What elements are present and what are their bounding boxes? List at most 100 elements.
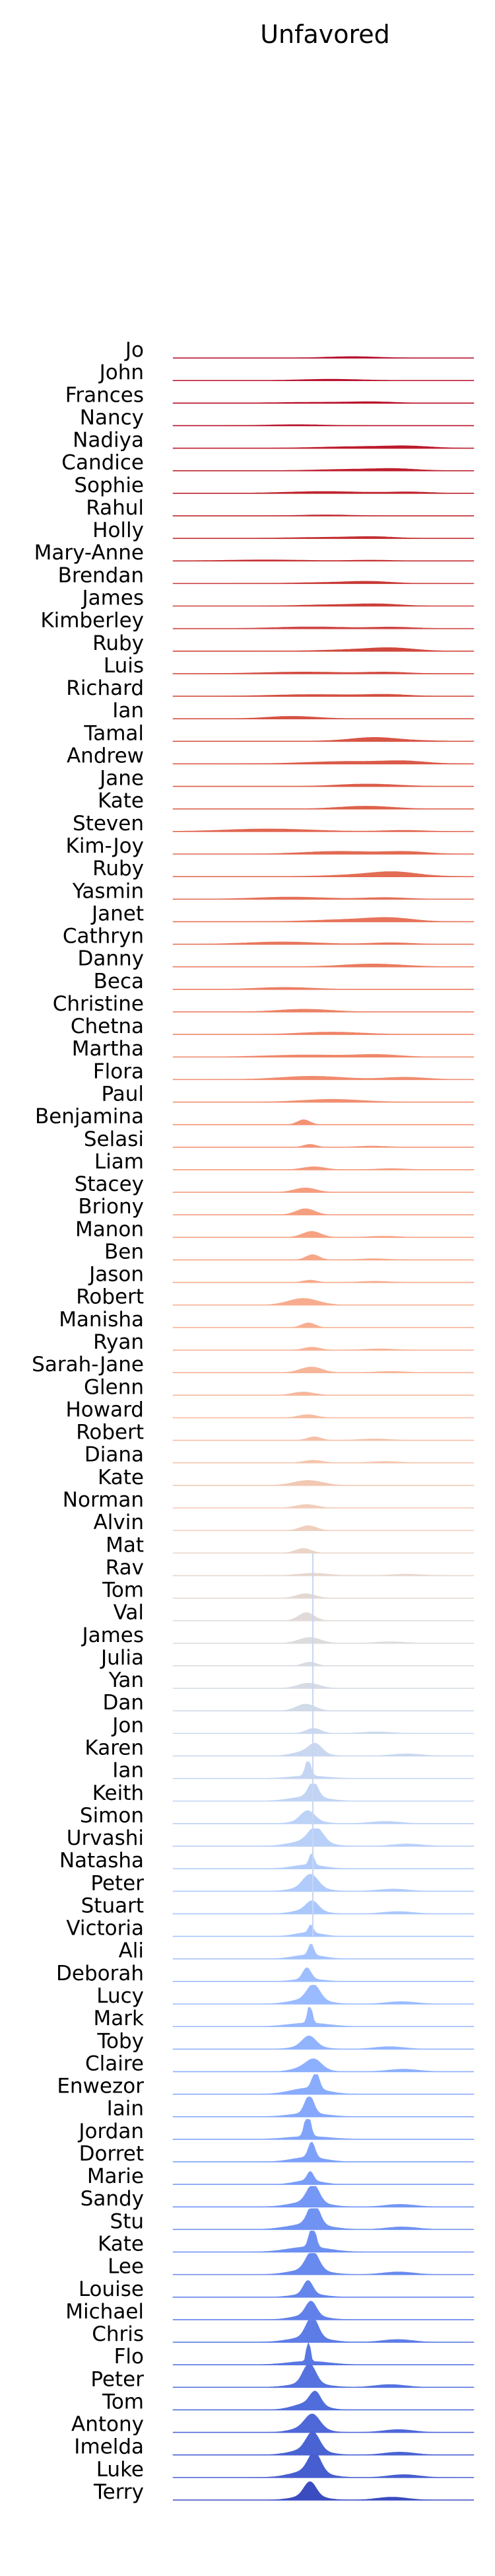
row-label: Andrew xyxy=(67,744,144,768)
ridge-area xyxy=(172,445,475,448)
row-label: Manisha xyxy=(59,1308,144,1332)
row-label: Val xyxy=(114,1601,144,1625)
ridge-row: Enwezor xyxy=(57,2074,475,2098)
ridge-row: Iain xyxy=(107,2096,475,2121)
ridge-area xyxy=(172,2253,475,2275)
ridge-area xyxy=(172,626,475,629)
ridge-row: Martha xyxy=(72,1037,475,1061)
row-label: Mary-Anne xyxy=(34,541,144,565)
row-label: Sarah-Jane xyxy=(32,1353,144,1377)
ridge-area xyxy=(172,1347,475,1351)
row-label: Yasmin xyxy=(72,879,144,903)
ridge-area xyxy=(173,2058,474,2072)
ridge-area xyxy=(172,1783,475,1802)
ridge-area xyxy=(172,1682,475,1689)
row-label: Karen xyxy=(84,1736,144,1760)
ridge-row: Antony xyxy=(71,2413,475,2437)
ridge-area xyxy=(172,1853,475,1869)
ridge-area xyxy=(173,1208,474,1215)
ridge-row: Deborah xyxy=(56,1962,475,1986)
ridge-row: Stacey xyxy=(75,1172,475,1196)
ridge-row: Val xyxy=(114,1601,475,1625)
ridge-row: Kate xyxy=(98,2231,475,2256)
ridge-row: Sandy xyxy=(81,2186,475,2211)
ridge-area xyxy=(173,2481,474,2501)
row-label: Tom xyxy=(102,2390,144,2414)
ridge-row: Karen xyxy=(84,1736,475,1760)
chart-title: Unfavored xyxy=(260,20,390,49)
ridge-row: Liam xyxy=(94,1150,475,1174)
ridge-area xyxy=(172,1480,475,1486)
ridge-row: Peter xyxy=(90,1871,475,1895)
row-label: Simon xyxy=(80,1804,144,1828)
row-label: Kimberley xyxy=(40,609,144,633)
row-label: Kim-Joy xyxy=(65,834,144,858)
row-label: Rav xyxy=(106,1556,144,1579)
row-label: Benjamina xyxy=(35,1105,144,1129)
row-label: Holly xyxy=(92,519,144,542)
ridge-area xyxy=(172,2414,475,2433)
ridge-row: Beca xyxy=(94,970,475,993)
row-label: Norman xyxy=(63,1488,144,1512)
row-label: Rahul xyxy=(86,496,144,520)
row-label: Howard xyxy=(65,1398,144,1421)
ridge-row: Marie xyxy=(87,2165,475,2188)
ridge-row: Glenn xyxy=(84,1375,475,1399)
ridge-area xyxy=(172,1967,475,1982)
ridge-row: Diana xyxy=(84,1443,475,1467)
ridge-area xyxy=(172,1810,475,1824)
row-label: Ruby xyxy=(92,857,144,880)
ridge-area xyxy=(172,1761,475,1779)
row-label: Alvin xyxy=(94,1511,144,1534)
row-label: Ian xyxy=(112,699,144,723)
row-label: Briony xyxy=(78,1195,144,1219)
ridge-row: Mary-Anne xyxy=(34,541,475,565)
ridge-area xyxy=(172,401,475,404)
ridge-area xyxy=(172,1322,475,1328)
row-label: Yan xyxy=(108,1668,144,1692)
ridge-area xyxy=(172,559,475,561)
ridge-area xyxy=(172,2342,475,2365)
ridge-row: Michael xyxy=(65,2300,475,2324)
row-label: Deborah xyxy=(56,1962,144,1986)
ridge-row: Dan xyxy=(102,1691,475,1715)
ridge-area xyxy=(172,2141,475,2163)
ridge-area xyxy=(172,378,475,381)
row-label: Chetna xyxy=(71,1015,144,1038)
row-label: Christine xyxy=(53,992,144,1016)
ridge-row: Julia xyxy=(100,1646,475,1670)
row-label: Ruby xyxy=(92,631,144,655)
ridge-row: Yan xyxy=(108,1668,475,1692)
ridge-row: Luke xyxy=(96,2454,475,2482)
ridge-row: Kate xyxy=(98,1466,475,1489)
ridge-row: Toby xyxy=(96,2029,475,2053)
ridge-row: Victoria xyxy=(66,1917,475,1941)
ridge-row: Manon xyxy=(75,1217,475,1241)
ridge-area xyxy=(172,1414,475,1418)
row-label: Claire xyxy=(85,2052,144,2075)
ridge-row: Ruby xyxy=(92,857,475,880)
row-label: Peter xyxy=(90,1871,144,1895)
ridge-area xyxy=(172,851,475,855)
ridge-area xyxy=(172,1924,475,1937)
row-label: Sophie xyxy=(74,474,144,497)
row-label: Kate xyxy=(98,2232,144,2256)
row-label: Brendan xyxy=(58,563,144,587)
row-label: Tom xyxy=(102,1579,144,1602)
ridge-row: Manisha xyxy=(59,1308,475,1332)
row-label: Luis xyxy=(104,654,144,678)
ridge-area xyxy=(172,2208,475,2230)
row-label: Louise xyxy=(79,2277,144,2301)
row-label: Liam xyxy=(94,1150,144,1174)
row-label: Kate xyxy=(98,789,144,813)
ridge-row: Chetna xyxy=(71,1015,475,1038)
ridge-row: Paul xyxy=(101,1083,475,1106)
ridge-row: Norman xyxy=(63,1488,475,1512)
row-label: Peter xyxy=(90,2367,144,2391)
row-label: Kate xyxy=(98,1466,144,1489)
ridge-row: Danny xyxy=(77,947,475,971)
ridge-row: Cathryn xyxy=(63,925,475,948)
ridge-area xyxy=(172,491,475,494)
ridge-area xyxy=(172,2301,475,2320)
ridge-row: Robert xyxy=(76,1421,475,1445)
